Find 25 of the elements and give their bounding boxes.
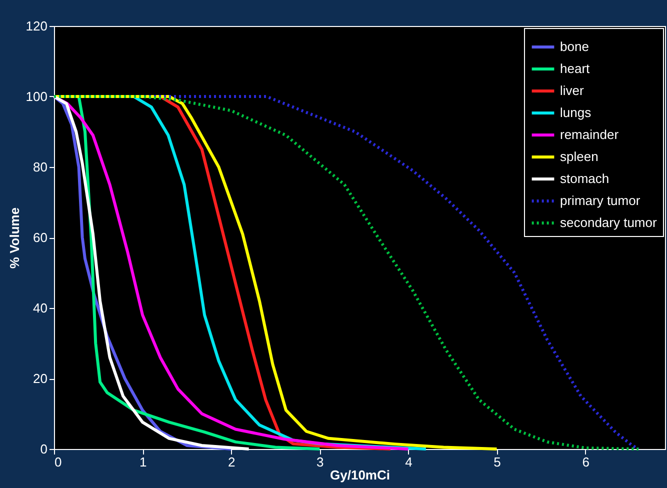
legend-label: lungs (560, 105, 592, 120)
legend-label: remainder (560, 127, 620, 142)
y-tick-label: 20 (33, 371, 48, 386)
legend-label: stomach (560, 171, 610, 186)
y-tick-label: 100 (26, 89, 48, 104)
legend-label: primary tumor (560, 193, 641, 208)
x-axis-title: Gy/10mCi (330, 468, 390, 482)
legend-label: heart (560, 61, 590, 76)
x-tick-label: 6 (582, 454, 590, 470)
y-axis-title: % Volume (6, 207, 22, 269)
legend-label: bone (560, 39, 589, 54)
x-tick-label: 4 (405, 454, 412, 470)
x-tick-label: 3 (316, 454, 324, 470)
x-tick-label: 2 (228, 454, 236, 470)
legend-label: spleen (560, 149, 598, 164)
y-tick-label: 0 (40, 442, 48, 456)
x-tick-label: 0 (54, 454, 62, 470)
y-tick-label: 40 (33, 300, 48, 316)
legend-label: liver (560, 83, 585, 98)
x-tick-label: 1 (139, 454, 147, 470)
y-tick-label: 120 (26, 18, 48, 34)
y-tick-label: 80 (33, 160, 48, 174)
y-tick-label: 60 (33, 230, 48, 245)
x-tick-label: 5 (494, 454, 501, 470)
legend-label: secondary tumor (560, 215, 658, 230)
